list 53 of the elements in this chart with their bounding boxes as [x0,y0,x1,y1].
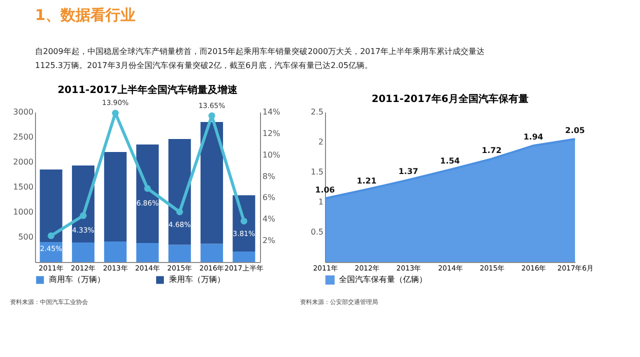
y-tick-label: 0.5 [310,228,324,236]
legend-label: 商用车（万辆） [49,275,105,284]
bar [72,166,94,242]
bar [200,244,224,262]
y2-tick-label: 2% [262,236,276,246]
chart-title: 2011-2017年6月全国汽车保有量 [372,93,528,105]
bar [232,252,256,262]
data-label: 1.72 [482,146,502,155]
y2-tick-label: 4% [262,214,276,224]
bar [104,242,127,262]
bar [40,170,62,242]
data-label: 1.06 [315,185,336,194]
bar [168,244,191,262]
bar [232,195,256,252]
y2-tick-label: 12% [262,128,281,138]
y-tick-label: 2.5 [310,108,324,116]
bar [104,152,127,242]
y-tick-label: 3000 [13,108,34,116]
y-tick-label: 1500 [13,182,34,192]
y-tick-label: 2000 [13,158,34,166]
point [48,232,54,240]
point [208,112,216,120]
bar [136,243,159,262]
point [80,212,87,219]
y-tick-label: 1.5 [310,168,324,176]
data-label: 1.94 [523,132,544,142]
data-label: 1.54 [440,156,460,166]
chart-title: 2011-2017上半年全国汽车销量及增速 [58,84,238,96]
legend-label: 全国汽车保有量（亿辆） [339,275,427,284]
bar [200,122,224,244]
y2-tick-label: 10% [262,150,281,160]
point [112,110,119,116]
y-tick-label: 1 [318,198,324,206]
text: 1125.3万辆。2017年3月份全国汽车保有量突破2亿，截至6月底，汽车保有量已达2.05亿辆。 [35,61,372,70]
legend-label: 乘用车（万辆） [169,275,225,284]
y-tick-label: 2500 [13,132,34,142]
bar [72,242,94,262]
text: 1、数据看行业 [35,6,136,24]
data-label: 1.21 [356,176,377,186]
y2-tick-label: 6% [262,193,276,202]
point [240,218,248,225]
point [144,185,151,192]
y2-tick-label: 8% [262,172,276,181]
point [176,208,183,216]
y-tick-label: 1000 [13,208,34,216]
data-label: 1.37 [398,166,418,176]
text: 自2009年起，中国稳居全球汽车产销量榜首，而2015年起乘用车年销量突破2000万大关，2017年上半年乘用车累计成交量达 [35,47,484,56]
y2-tick-label: 14% [262,108,281,116]
y-tick-label: 500 [18,232,34,242]
y-tick-label: 2 [318,138,324,146]
bar [168,139,191,245]
bar [136,144,159,243]
data-label: 2.05 [565,126,586,135]
